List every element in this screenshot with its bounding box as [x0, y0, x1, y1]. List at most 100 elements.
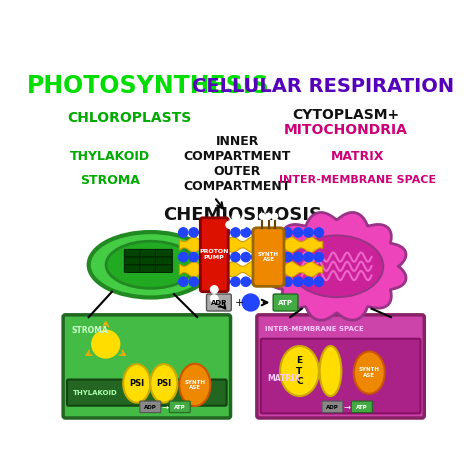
Text: PHOTOSYNTHESIS: PHOTOSYNTHESIS — [27, 74, 270, 98]
Ellipse shape — [89, 232, 213, 298]
Ellipse shape — [280, 346, 319, 396]
Text: ATP: ATP — [174, 405, 186, 410]
Circle shape — [210, 277, 219, 286]
Circle shape — [189, 253, 198, 262]
Circle shape — [179, 253, 188, 262]
Circle shape — [314, 253, 324, 262]
Circle shape — [283, 277, 292, 286]
Circle shape — [252, 228, 261, 237]
Circle shape — [293, 253, 303, 262]
Text: CHEMIOSMOSIS: CHEMIOSMOSIS — [164, 206, 322, 224]
Circle shape — [220, 277, 229, 286]
FancyBboxPatch shape — [169, 401, 190, 413]
Circle shape — [210, 228, 219, 237]
Circle shape — [304, 277, 313, 286]
Text: →: → — [343, 403, 350, 412]
Circle shape — [241, 253, 250, 262]
Text: ADP: ADP — [211, 300, 227, 306]
FancyBboxPatch shape — [351, 401, 373, 413]
Circle shape — [242, 294, 259, 311]
Circle shape — [241, 228, 250, 237]
Text: PSI: PSI — [129, 379, 144, 388]
Text: THYLAKOID: THYLAKOID — [70, 150, 150, 164]
Circle shape — [231, 228, 240, 237]
Circle shape — [262, 277, 271, 286]
Circle shape — [210, 285, 218, 293]
Circle shape — [179, 277, 188, 286]
Text: STROMA: STROMA — [80, 173, 139, 187]
Circle shape — [92, 330, 120, 358]
Text: PROTON
PUMP: PROTON PUMP — [200, 249, 229, 260]
Circle shape — [272, 213, 278, 219]
Polygon shape — [179, 262, 323, 277]
Circle shape — [226, 221, 234, 228]
Circle shape — [220, 228, 229, 237]
FancyBboxPatch shape — [273, 294, 298, 311]
Polygon shape — [267, 212, 406, 320]
Text: MITOCHONDRIA: MITOCHONDRIA — [284, 123, 408, 137]
Circle shape — [241, 277, 250, 286]
Text: INTER-MEMBRANE SPACE: INTER-MEMBRANE SPACE — [279, 175, 436, 185]
Text: PSI: PSI — [156, 379, 172, 388]
Ellipse shape — [319, 346, 341, 396]
Text: INNER
COMPARTMENT: INNER COMPARTMENT — [184, 135, 291, 163]
Circle shape — [304, 253, 313, 262]
FancyBboxPatch shape — [201, 218, 228, 292]
Circle shape — [252, 253, 261, 262]
Text: →: → — [161, 403, 168, 412]
Text: ADP: ADP — [327, 405, 339, 410]
FancyBboxPatch shape — [207, 294, 231, 311]
FancyBboxPatch shape — [124, 257, 141, 265]
Circle shape — [200, 228, 209, 237]
Ellipse shape — [150, 364, 177, 402]
Text: SYNTH
ASE: SYNTH ASE — [258, 252, 279, 263]
Ellipse shape — [179, 364, 210, 406]
Circle shape — [210, 253, 219, 262]
Text: CHLOROPLASTS: CHLOROPLASTS — [67, 111, 191, 126]
Text: OUTER
COMPARTMENT: OUTER COMPARTMENT — [184, 164, 291, 192]
Circle shape — [220, 253, 229, 262]
Circle shape — [179, 228, 188, 237]
Text: ADP: ADP — [144, 405, 157, 410]
Circle shape — [200, 253, 209, 262]
Text: ATP: ATP — [356, 405, 367, 410]
Text: ATP: ATP — [278, 300, 293, 306]
Circle shape — [293, 277, 303, 286]
Circle shape — [189, 277, 198, 286]
Circle shape — [273, 277, 282, 286]
Circle shape — [189, 228, 198, 237]
Circle shape — [273, 228, 282, 237]
Circle shape — [293, 228, 303, 237]
Text: SYNTH
ASE: SYNTH ASE — [184, 380, 205, 390]
Text: E
T
C: E T C — [296, 356, 303, 386]
Circle shape — [259, 213, 265, 219]
FancyBboxPatch shape — [155, 257, 173, 265]
Text: MATRIX: MATRIX — [331, 150, 384, 164]
Circle shape — [265, 213, 272, 219]
FancyBboxPatch shape — [67, 380, 227, 406]
Circle shape — [283, 228, 292, 237]
FancyBboxPatch shape — [140, 249, 157, 257]
FancyBboxPatch shape — [63, 315, 230, 418]
Circle shape — [252, 277, 261, 286]
FancyBboxPatch shape — [124, 265, 141, 273]
Ellipse shape — [354, 351, 385, 394]
FancyBboxPatch shape — [124, 249, 141, 257]
Text: MATRIX: MATRIX — [267, 374, 300, 383]
Circle shape — [314, 277, 324, 286]
Circle shape — [273, 253, 282, 262]
FancyBboxPatch shape — [261, 339, 420, 413]
FancyBboxPatch shape — [155, 249, 173, 257]
Ellipse shape — [290, 236, 383, 297]
Circle shape — [200, 277, 209, 286]
Text: THYLAKOID: THYLAKOID — [73, 390, 118, 396]
FancyBboxPatch shape — [253, 228, 284, 286]
Text: SYNTH
ASE: SYNTH ASE — [359, 367, 380, 378]
Circle shape — [314, 228, 324, 237]
Text: +: + — [234, 298, 244, 308]
Text: CELLULAR RESPIRATION: CELLULAR RESPIRATION — [191, 77, 454, 96]
Circle shape — [210, 295, 218, 302]
Ellipse shape — [123, 364, 150, 402]
Circle shape — [283, 253, 292, 262]
Circle shape — [262, 228, 271, 237]
